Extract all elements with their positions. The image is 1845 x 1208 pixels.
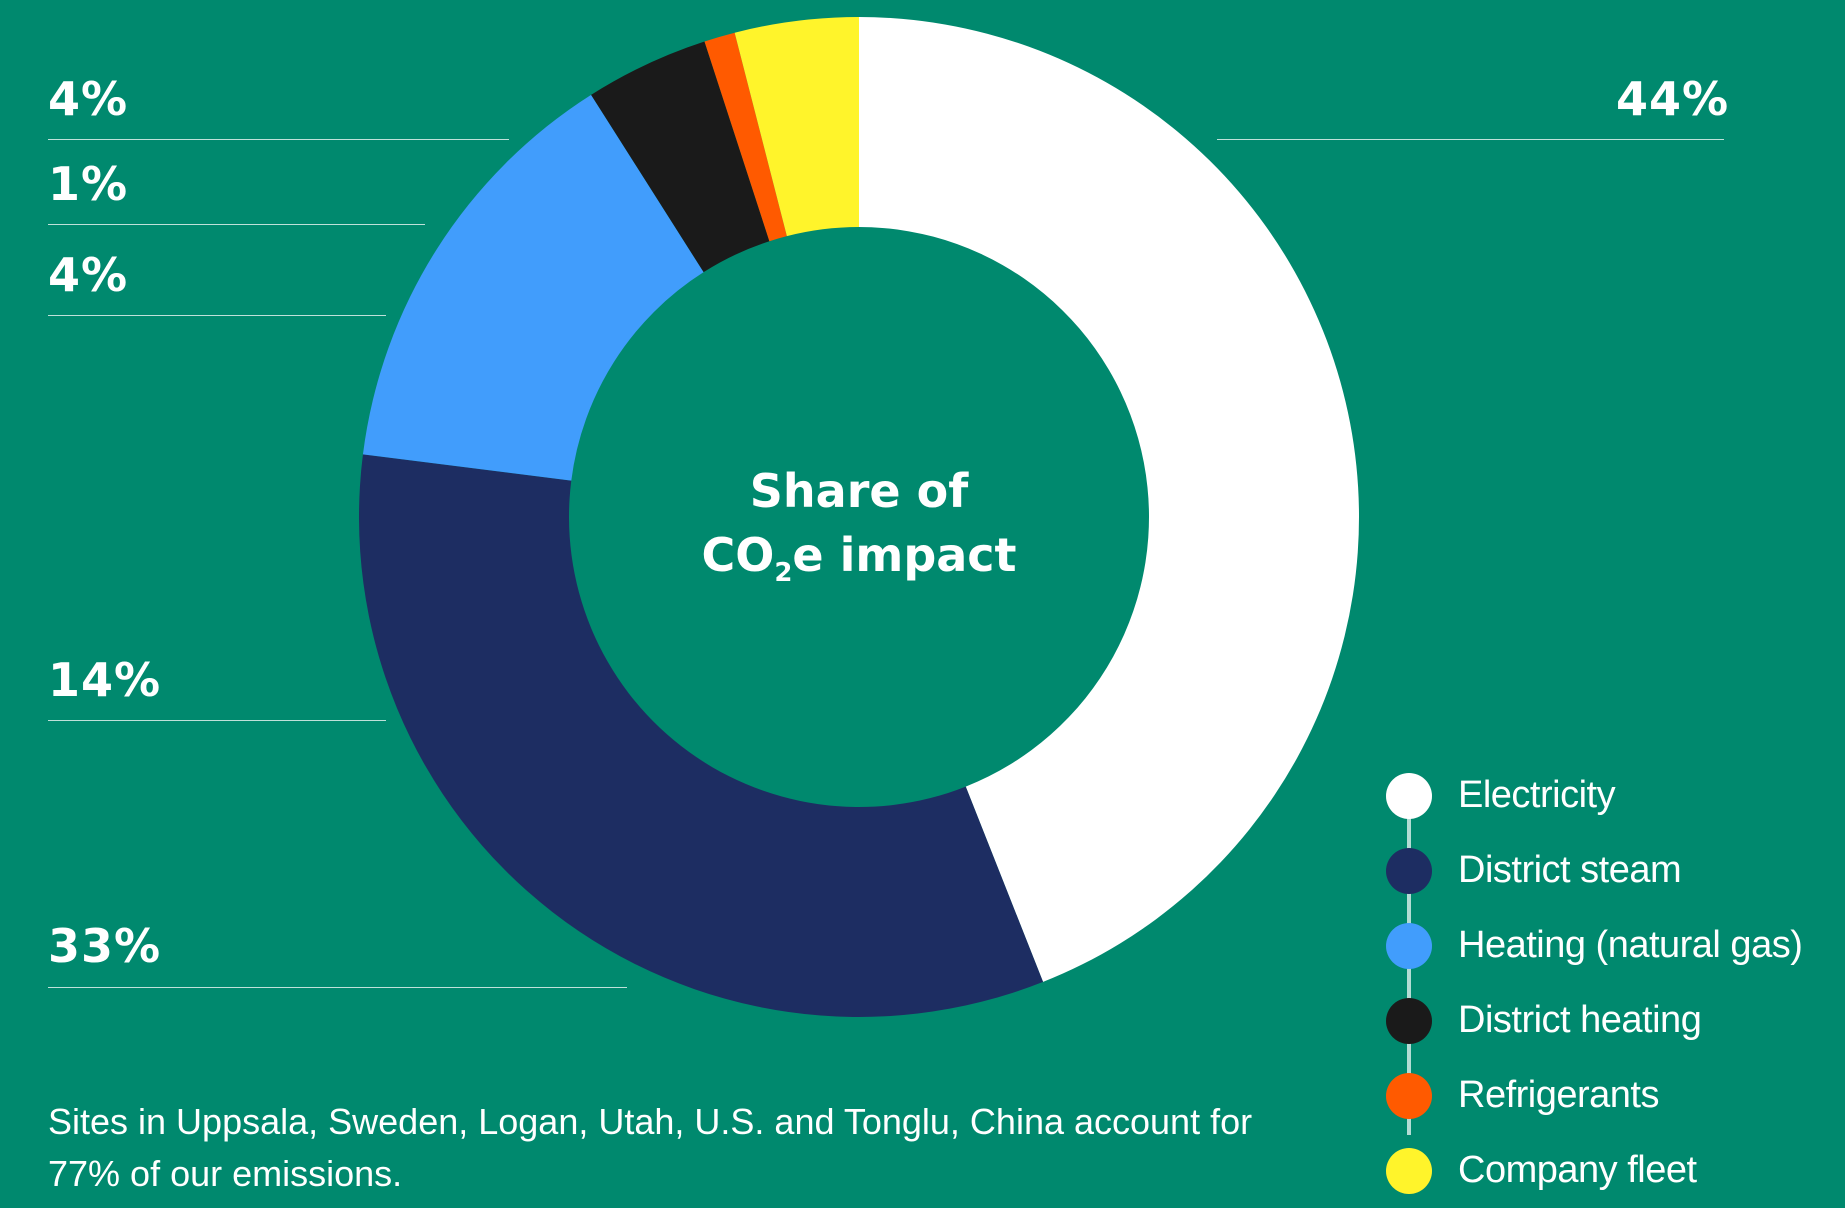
- legend-swatch-district-heating: [1386, 997, 1432, 1044]
- legend-label-company-fleet: Company fleet: [1458, 1149, 1697, 1191]
- leader-line-district-heating: [48, 315, 386, 316]
- label-district-steam: 33%: [48, 919, 162, 973]
- label-refrigerants: 1%: [48, 157, 129, 211]
- slice-electricity: [859, 17, 1360, 982]
- legend-swatch-refrigerants: [1386, 1072, 1432, 1119]
- label-company-fleet: 4%: [48, 72, 129, 126]
- legend-swatch-company-fleet: [1386, 1147, 1432, 1194]
- footnote: Sites in Uppsala, Sweden, Logan, Utah, U…: [48, 1101, 1253, 1194]
- legend-item-district-heating: District heating: [1386, 983, 1802, 1058]
- label-heating-natural-gas: 14%: [48, 653, 162, 707]
- chart-title-line2: CO2e impact: [659, 523, 1059, 587]
- slice-heating-natural-gas: [362, 94, 704, 481]
- slice-refrigerants: [704, 32, 787, 242]
- chart-title-co: CO: [701, 528, 775, 582]
- chart-title-subscript: 2: [774, 558, 793, 588]
- chart-title-rest: e impact: [792, 528, 1017, 582]
- legend-label-electricity: Electricity: [1458, 774, 1616, 816]
- chart-title: Share of CO2e impact: [659, 459, 1059, 587]
- legend-label-district-heating: District heating: [1458, 999, 1702, 1041]
- legend-item-heating-natural-gas: Heating (natural gas): [1386, 908, 1803, 983]
- legend-label-heating-natural-gas: Heating (natural gas): [1458, 924, 1803, 966]
- legend-swatch-electricity: [1386, 772, 1432, 819]
- legend-item-refrigerants: Refrigerants: [1386, 1058, 1802, 1133]
- slice-district-steam: [358, 454, 1044, 1017]
- slice-district-heating: [591, 41, 770, 273]
- leader-line-refrigerants: [48, 224, 425, 225]
- label-electricity: 44%: [1616, 72, 1730, 126]
- legend: Electricity District steam Heating (natu…: [1386, 758, 1803, 1208]
- chart-title-line1: Share of: [749, 464, 969, 518]
- label-district-heating: 4%: [48, 248, 129, 302]
- leader-line-district-steam: [48, 987, 627, 988]
- legend-label-refrigerants: Refrigerants: [1458, 1074, 1659, 1116]
- leader-line-electricity: [1217, 139, 1724, 140]
- legend-item-company-fleet: Company fleet: [1386, 1133, 1802, 1208]
- legend-swatch-district-steam: [1386, 847, 1432, 894]
- legend-swatch-heating-natural-gas: [1386, 922, 1432, 969]
- legend-item-electricity: Electricity: [1386, 758, 1802, 833]
- slice-company-fleet: [734, 17, 859, 237]
- leader-line-heating-natural-gas: [48, 720, 386, 721]
- leader-line-company-fleet: [48, 139, 509, 140]
- legend-item-district-steam: District steam: [1386, 833, 1802, 908]
- legend-label-district-steam: District steam: [1458, 849, 1682, 891]
